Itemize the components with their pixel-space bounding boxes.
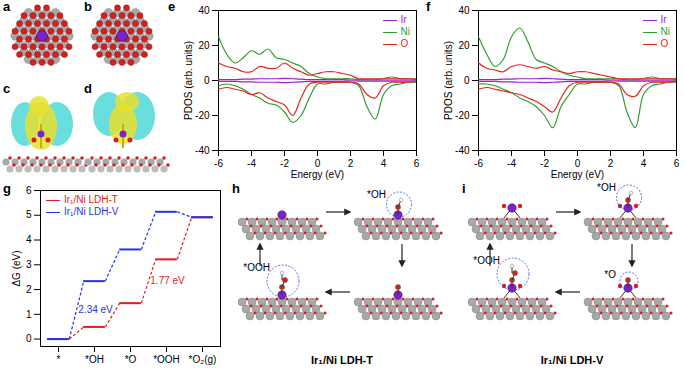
html-text:Ir₁/Ni LDH-V: Ir₁/Ni LDH-V [64, 206, 119, 217]
svg-text:2: 2 [26, 284, 32, 295]
svg-text:4: 4 [381, 158, 387, 169]
svg-text:-20: -20 [455, 110, 470, 121]
svg-text:ΔG (eV): ΔG (eV) [11, 250, 22, 286]
svg-text:*OH: *OH [597, 182, 616, 193]
svg-text:PDOS (arb. units): PDOS (arb. units) [183, 41, 194, 120]
svg-text:0: 0 [464, 75, 470, 86]
svg-text:-20: -20 [195, 110, 210, 121]
html-text:O: O [660, 38, 669, 49]
svg-text:-4: -4 [507, 158, 516, 169]
svg-text:*OOH: *OOH [153, 354, 180, 365]
svg-text:*O: *O [125, 354, 137, 365]
svg-text:-2: -2 [540, 158, 549, 169]
svg-text:1: 1 [26, 309, 32, 320]
svg-text:Energy (eV): Energy (eV) [291, 169, 344, 180]
html-text:O: O [400, 38, 409, 49]
svg-text:2: 2 [608, 158, 614, 169]
svg-text:20: 20 [198, 40, 210, 51]
svg-text:5: 5 [26, 209, 32, 220]
svg-text:2: 2 [348, 158, 354, 169]
html-text:Ir: Ir [400, 14, 407, 25]
svg-text:-6: -6 [214, 158, 223, 169]
svg-text:Energy (eV): Energy (eV) [551, 169, 604, 180]
svg-text:40: 40 [198, 5, 210, 16]
svg-text:Ir₁/Ni LDH-V: Ir₁/Ni LDH-V [541, 354, 604, 366]
svg-text:4: 4 [26, 234, 32, 245]
html-text:a: a [3, 0, 11, 14]
svg-text:*OOH: *OOH [473, 255, 500, 266]
html-text:h: h [232, 181, 240, 196]
svg-text:Ir₁/Ni LDH-T: Ir₁/Ni LDH-T [311, 354, 373, 366]
html-text:e: e [168, 0, 176, 14]
svg-text:*OOH: *OOH [243, 262, 270, 273]
html-text:b: b [84, 0, 92, 14]
svg-text:PDOS (arb. units): PDOS (arb. units) [443, 41, 454, 120]
svg-text:4: 4 [641, 158, 647, 169]
svg-text:6: 6 [414, 158, 420, 169]
svg-text:*OH: *OH [367, 189, 386, 200]
svg-text:0: 0 [575, 158, 581, 169]
html-text:d: d [84, 81, 92, 96]
svg-text:0: 0 [204, 75, 210, 86]
svg-text:0: 0 [26, 333, 32, 344]
svg-text:-2: -2 [280, 158, 289, 169]
svg-text:*OH: *OH [85, 354, 104, 365]
svg-text:3: 3 [26, 259, 32, 270]
html-text:i: i [462, 181, 466, 196]
svg-text:-40: -40 [455, 145, 470, 156]
svg-text:-6: -6 [474, 158, 483, 169]
html-text:f: f [426, 0, 431, 14]
svg-text:40: 40 [458, 5, 470, 16]
svg-text:*O: *O [604, 269, 616, 280]
html-text:Ir: Ir [660, 14, 667, 25]
html-text:c: c [3, 81, 11, 96]
svg-text:2.34 eV: 2.34 eV [78, 304, 113, 315]
html-text:g: g [3, 181, 11, 196]
svg-text:-40: -40 [195, 145, 210, 156]
svg-text:6: 6 [26, 185, 32, 196]
svg-text:-4: -4 [247, 158, 256, 169]
svg-text:1.77 eV: 1.77 eV [150, 275, 185, 286]
svg-text:6: 6 [674, 158, 680, 169]
svg-text:*O₂(g): *O₂(g) [189, 354, 217, 365]
html-text:Ni: Ni [400, 26, 410, 37]
svg-text:0: 0 [315, 158, 321, 169]
html-text:Ir₁/Ni LDH-T: Ir₁/Ni LDH-T [64, 194, 118, 205]
svg-text:20: 20 [458, 40, 470, 51]
svg-text:*: * [57, 354, 61, 365]
html-text:Ni: Ni [660, 26, 670, 37]
